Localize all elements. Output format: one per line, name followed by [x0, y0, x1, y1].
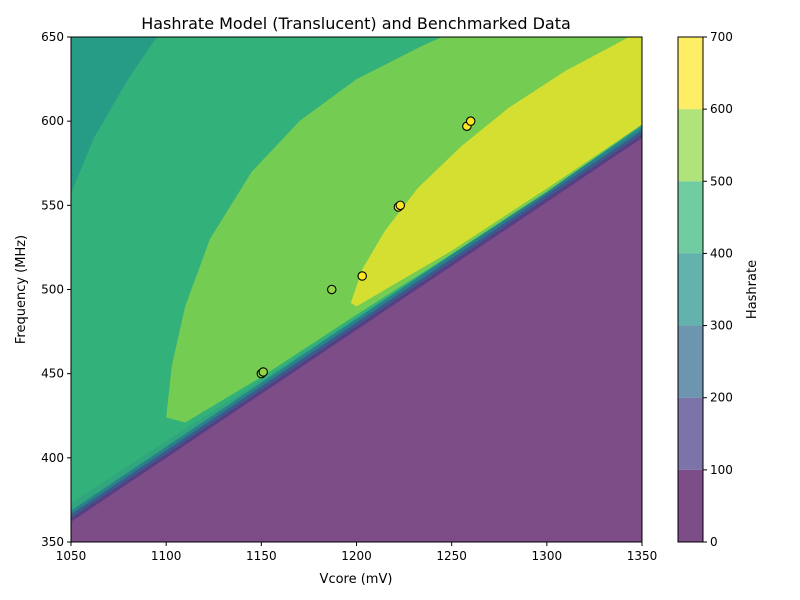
colorbar: 0 100 200 300 400 500 600 700 [678, 30, 733, 549]
benchmark-point-7 [465, 116, 476, 126]
colorbar-tick-label-6: 600 [710, 102, 733, 116]
benchmark-point-3 [357, 271, 367, 281]
colorbar-label: Hashrate [745, 260, 760, 319]
y-tick-label-3: 500 [41, 283, 64, 297]
y-tick-label-5: 600 [41, 114, 64, 128]
x-tick-label-4: 1250 [436, 549, 467, 563]
benchmark-point-2 [327, 284, 337, 295]
y-tick-label-1: 400 [41, 451, 64, 465]
x-tick-label-3: 1200 [341, 549, 372, 563]
x-tick-label-2: 1150 [246, 549, 277, 563]
colorbar-segment-0 [678, 469, 703, 542]
x-tick-label-0: 1050 [56, 549, 87, 563]
colorbar-tick-label-5: 500 [710, 174, 733, 188]
y-tick-label-4: 550 [41, 198, 64, 212]
colorbar-segment-2 [678, 325, 703, 398]
colorbar-segment-4 [678, 181, 703, 254]
chart-title: Hashrate Model (Translucent) and Benchma… [141, 14, 571, 33]
x-tick-label-1: 1100 [151, 549, 182, 563]
colorbar-segment-3 [678, 253, 703, 326]
colorbar-segment-5 [678, 109, 703, 182]
colorbar-tick-label-2: 200 [710, 391, 733, 405]
y-tick-label-2: 450 [41, 367, 64, 381]
colorbar-tick-label-4: 400 [710, 246, 733, 260]
benchmark-point-5 [395, 200, 406, 211]
contour-band-600-700 [350, 37, 642, 307]
x-tick-label-5: 1300 [532, 549, 563, 563]
colorbar-segment-1 [678, 397, 703, 470]
plot-area [71, 37, 642, 542]
colorbar-tick-label-1: 100 [710, 463, 733, 477]
colorbar-frame [677, 36, 704, 543]
y-axis: 350 400 450 500 550 600 650 [41, 30, 71, 549]
colorbar-segment-6 [678, 37, 703, 110]
colorbar-tick-label-7: 700 [710, 30, 733, 44]
y-tick-label-0: 350 [41, 535, 64, 549]
contour-band-300-400 [71, 37, 157, 194]
y-axis-label: Frequency (MHz) [14, 235, 29, 344]
benchmark-points [256, 116, 476, 379]
colorbar-tick-label-3: 300 [710, 319, 733, 333]
colorbar-tick-label-0: 0 [710, 535, 718, 549]
y-tick-label-6: 650 [41, 30, 64, 44]
x-axis: 1050 1100 1150 1200 1250 1300 1350 [56, 542, 658, 563]
x-tick-label-6: 1350 [627, 549, 658, 563]
x-axis-label: Vcore (mV) [320, 572, 393, 587]
benchmark-point-1 [258, 367, 268, 377]
